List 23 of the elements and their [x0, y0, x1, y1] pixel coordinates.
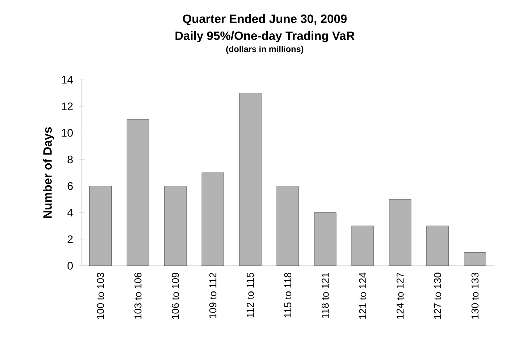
y-axis-title: Number of Days — [43, 127, 54, 218]
x-tick-label: 106 to 109 — [172, 273, 180, 320]
chart-subtitle: Daily 95%/One-day Trading VaR — [176, 31, 355, 43]
x-tick-label: 124 to 127 — [396, 273, 404, 320]
y-tick-label: 8 — [68, 156, 73, 164]
y-tick-label: 2 — [68, 236, 73, 244]
y-tick-label: 0 — [68, 262, 74, 270]
x-tick-label: 115 to 118 — [284, 272, 292, 318]
x-tick-label: 121 to 124 — [359, 272, 366, 320]
y-tick-label: 4 — [68, 209, 74, 217]
x-tick-label: 127 to 130 — [434, 272, 442, 320]
text: (dollars in millions) — [226, 46, 304, 54]
y-tick-label: 6 — [68, 182, 73, 190]
chart-title: Quarter Ended June 30, 2009 — [183, 14, 347, 26]
y-tick-label: 14 — [62, 76, 74, 84]
y-tick-label: 12 — [62, 102, 73, 110]
x-tick-label: 109 to 112 — [210, 273, 217, 318]
x-tick-label: 118 to 121 — [322, 273, 329, 318]
x-tick-label: 112 to 115 — [247, 272, 254, 318]
x-tick-label: 100 to 103 — [97, 272, 104, 320]
x-tick-label: 103 to 106 — [134, 272, 142, 320]
x-tick-label: 130 to 133 — [472, 272, 479, 320]
y-tick-label: 10 — [62, 129, 74, 138]
